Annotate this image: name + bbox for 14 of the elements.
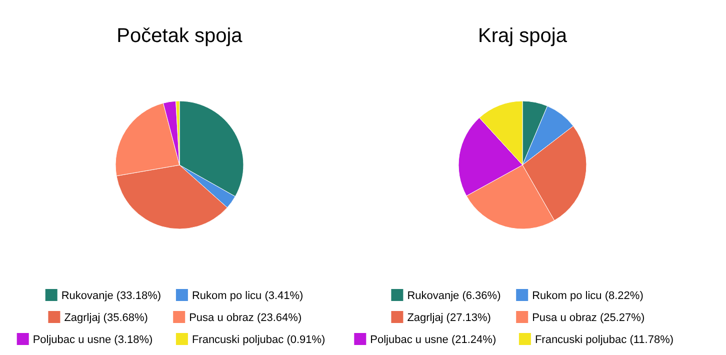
legend-label: Poljubac u usne (3.18%)	[32, 334, 153, 346]
chart-title: Kraj spoja	[478, 25, 568, 47]
legend-label: Rukovanje (6.36%)	[407, 290, 501, 302]
legend-label: Francuski poljubac (0.91%)	[192, 334, 326, 346]
legend-label: Rukovanje (33.18%)	[61, 290, 162, 302]
legend-label: Rukom po licu (3.41%)	[192, 290, 304, 302]
chart-title: Početak spoja	[116, 25, 244, 47]
legend-label: Francuski poljubac (11.78%)	[534, 334, 674, 346]
legend-label: Zagrljaj (27.13%)	[407, 312, 491, 324]
legend-label: Pusa u obraz (23.64%)	[189, 312, 302, 324]
legend-label: Poljubac u usne (21.24%)	[370, 334, 496, 346]
legend-label: Pusa u obraz (25.27%)	[532, 312, 645, 324]
legend-label: Zagrljaj (35.68%)	[64, 312, 148, 324]
legend-label: Rukom po licu (8.22%)	[532, 290, 644, 302]
